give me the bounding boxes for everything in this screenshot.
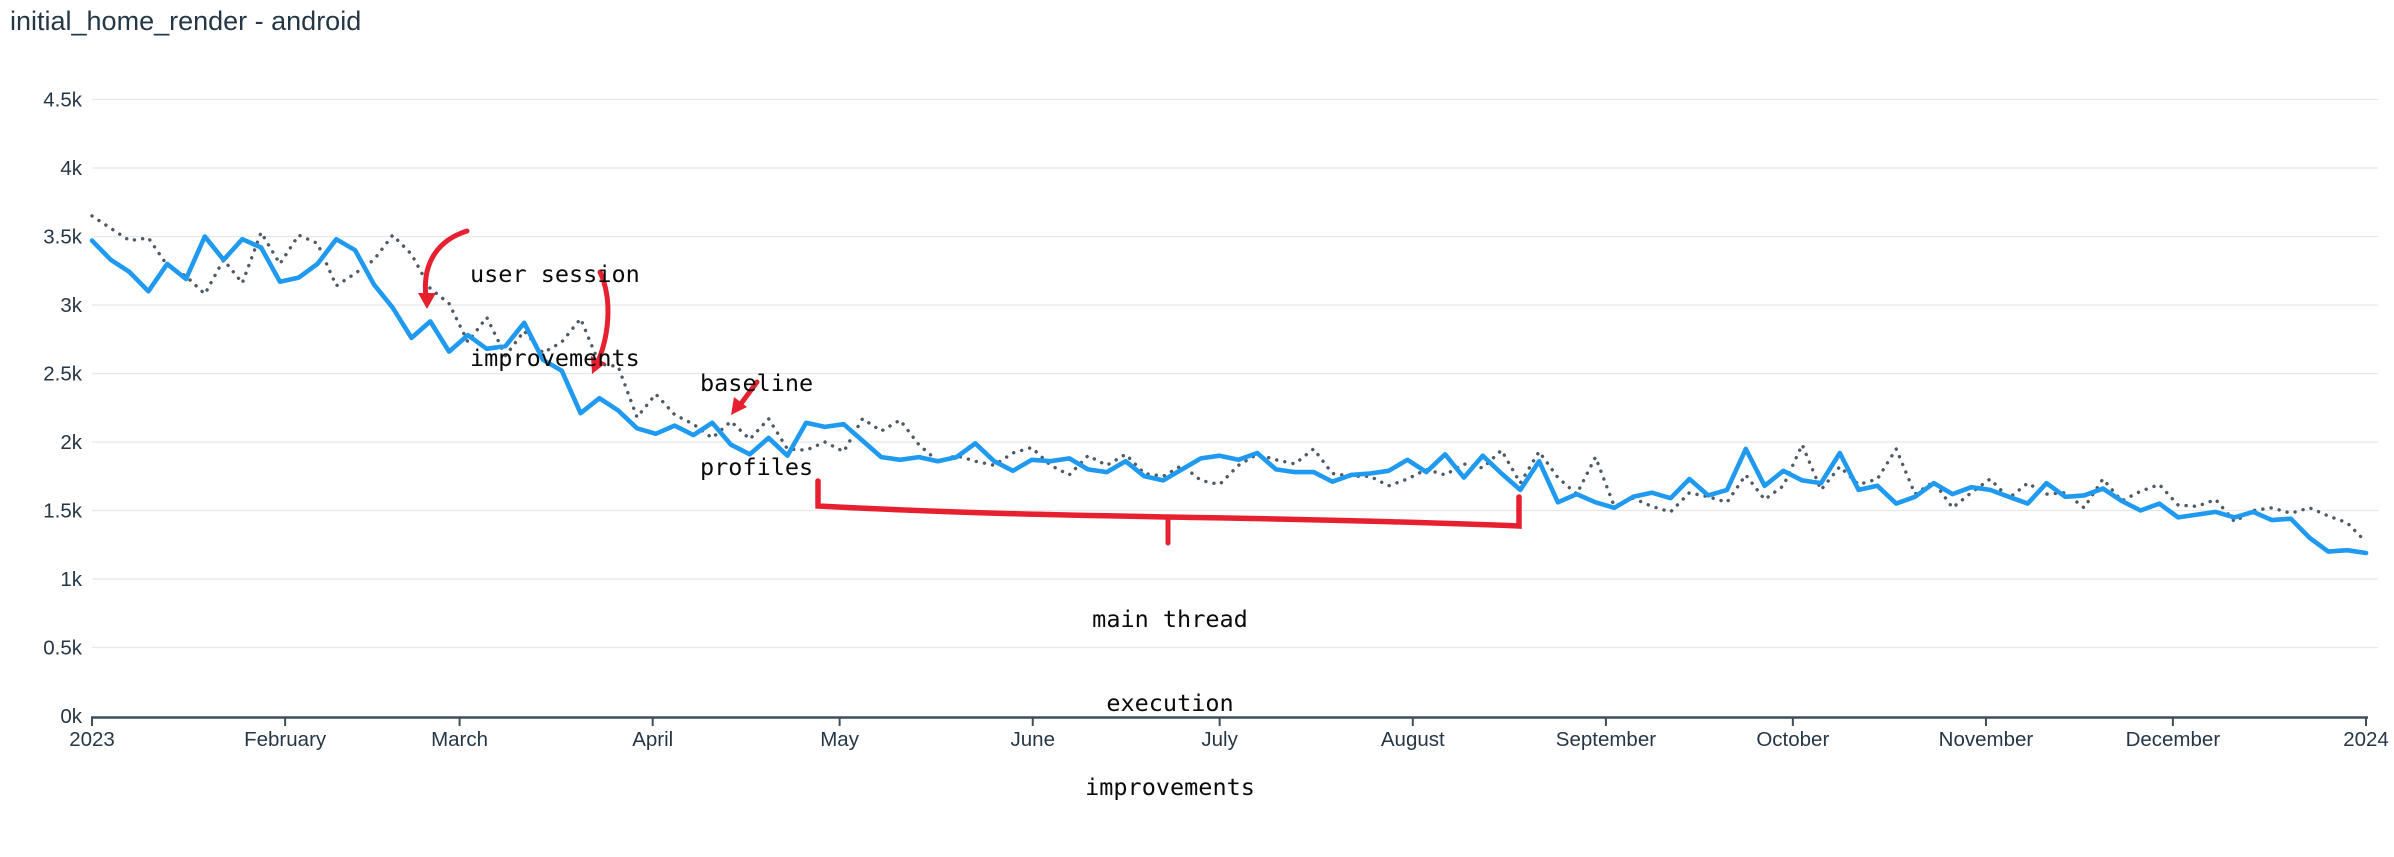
x-tick-label: May: [820, 728, 859, 751]
arrow-user-session-second-icon: [593, 269, 611, 369]
series-comparison-dotted: [90, 214, 2368, 544]
x-tick-label: April: [632, 728, 673, 751]
arrow-baseline-profiles-icon: [737, 379, 760, 408]
annotation-main-thread: main thread execution improvements: [1085, 549, 1255, 857]
arrowhead-baseline-profiles-icon: [731, 397, 747, 415]
annotation-baseline-profiles: baseline profiles: [700, 313, 813, 537]
annotation-user-session: user session improvements: [470, 204, 640, 428]
x-tick-label: March: [431, 728, 488, 751]
y-tick-label: 1k: [60, 568, 82, 591]
x-tick-label: November: [1939, 728, 2034, 751]
x-tick-label: 2024: [2343, 728, 2389, 751]
chart-series: [89, 214, 2369, 556]
chart-container: 0k 0.5k 1k 1.5k 2k 2.5k 3k 3.5k 4k 4.5k 2023 Februa…: [10, 6, 2389, 801]
y-tick-label: 4k: [60, 157, 82, 180]
series-current-solid: [89, 234, 2369, 556]
annotation-line: user session: [470, 260, 640, 288]
line-chart: 0k 0.5k 1k 1.5k 2k 2.5k 3k 3.5k 4k 4.5k 2023 Februa…: [43, 89, 2389, 752]
arrow-user-session-first-icon: [422, 228, 470, 300]
annotation-line: main thread: [1092, 605, 1248, 633]
annotation-arrows: [422, 228, 1522, 546]
x-tick-label: June: [1011, 728, 1055, 751]
annotation-line: improvements: [1085, 773, 1255, 801]
annotation-line: improvements: [470, 344, 640, 372]
x-tick-label: September: [1556, 728, 1656, 751]
y-tick-label: 0k: [60, 705, 82, 728]
x-tick-label: August: [1381, 728, 1445, 751]
arrowhead-user-session-2-icon: [591, 356, 606, 374]
x-tick-label: December: [2126, 728, 2221, 751]
y-tick-label: 4.5k: [43, 89, 82, 112]
annotation-line: profiles: [700, 453, 814, 481]
annotation-line: baseline: [700, 369, 814, 397]
x-tick-label: October: [1756, 728, 1829, 751]
annotation-line: execution: [1106, 689, 1234, 717]
y-tick-label: 2.5k: [43, 363, 82, 386]
y-tick-label: 0.5k: [43, 637, 82, 660]
chart-page: { "header": { "title": "initial_home_ren…: [10, 6, 2389, 801]
x-tick-label: July: [1201, 728, 1238, 751]
y-tick-label: 3.5k: [43, 226, 82, 249]
y-tick-label: 2k: [60, 431, 82, 454]
x-tick-label: 2023: [69, 728, 115, 751]
annotation-arrowheads: [418, 293, 747, 415]
y-tick-label: 3k: [60, 294, 82, 317]
gridlines: [92, 98, 2378, 649]
chart-title: initial_home_render - android: [10, 6, 362, 36]
x-tick-label: February: [244, 728, 327, 751]
axes: 0k 0.5k 1k 1.5k 2k 2.5k 3k 3.5k 4k 4.5k 2023 Februa…: [43, 89, 2389, 752]
y-tick-label: 1.5k: [43, 500, 82, 523]
arrowhead-user-session-1-icon: [418, 293, 436, 309]
